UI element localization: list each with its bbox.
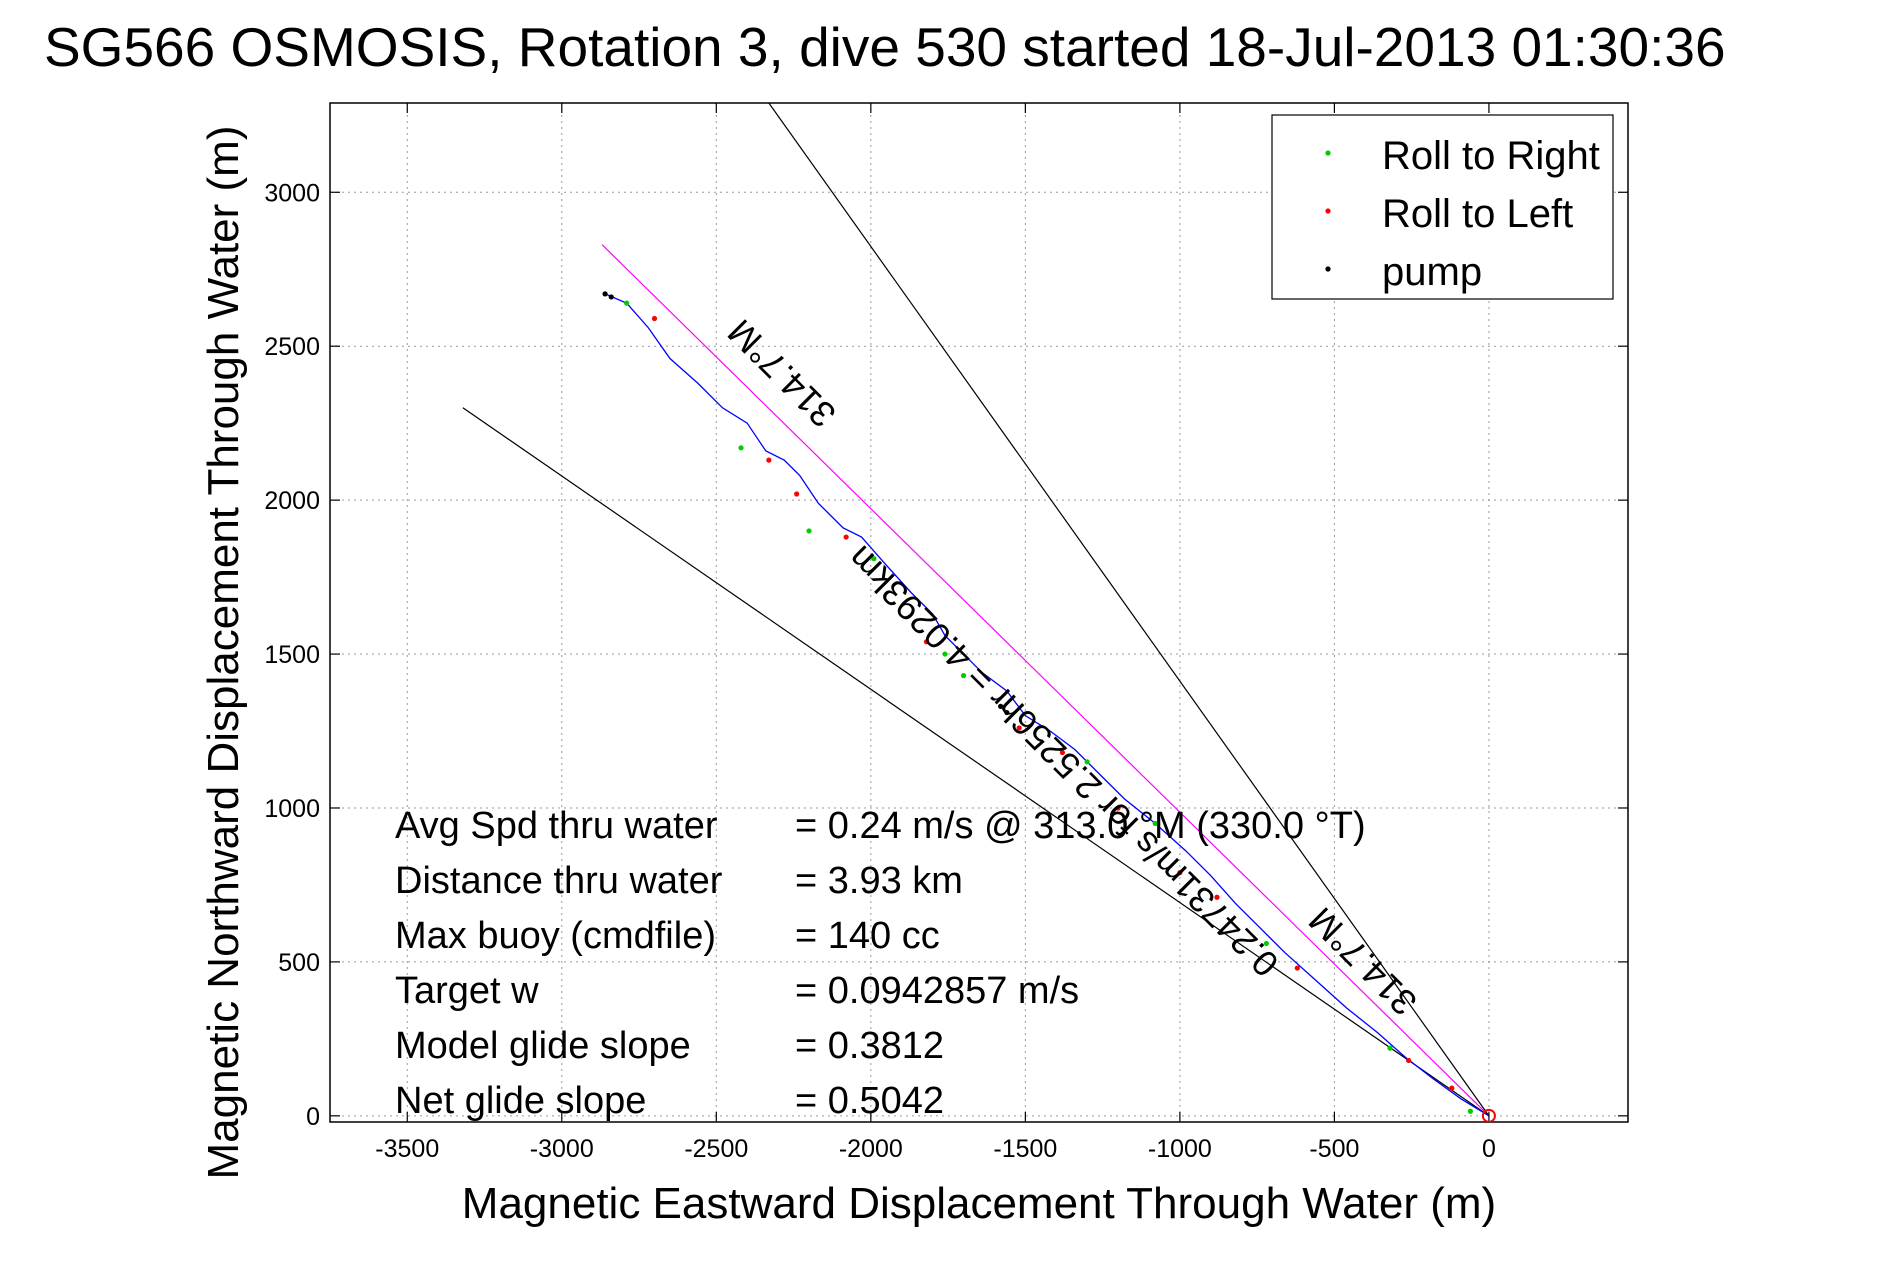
data-layer [462, 103, 1496, 1122]
roll-right-point [942, 651, 948, 657]
roll-left-point [794, 491, 800, 497]
roll-left-point [1405, 1057, 1412, 1064]
roll-left-point [1449, 1085, 1455, 1091]
pump-point [602, 291, 608, 297]
annotation-label: Net glide slope [395, 1080, 646, 1122]
annotation-value: = 0.0942857 m/s [795, 970, 1079, 1012]
legend-marker [1325, 150, 1331, 156]
chart-title: SG566 OSMOSIS, Rotation 3, dive 530 star… [44, 16, 1726, 78]
y-tick-label: 500 [278, 949, 320, 977]
reference-line-heading [601, 244, 1490, 1117]
y-axis-label: Magnetic Northward Displacement Through … [199, 126, 248, 1180]
x-axis-label: Magnetic Eastward Displacement Through W… [462, 1179, 1496, 1228]
x-tick-label: 0 [1482, 1135, 1496, 1163]
roll-right-point [871, 556, 877, 562]
x-tick-label: -3000 [530, 1135, 594, 1163]
x-tick-label: -500 [1309, 1135, 1359, 1163]
x-tick-label: -3500 [375, 1135, 439, 1163]
annotation-label: Max buoy (cmdfile) [395, 915, 716, 957]
legend-label: Roll to Right [1382, 134, 1600, 178]
roll-left-point [1016, 725, 1022, 731]
roll-right-point [738, 445, 744, 451]
y-tick-label: 0 [306, 1103, 320, 1131]
roll-left-point [843, 534, 849, 540]
legend-marker [1325, 208, 1331, 214]
reference-line-bound-upper [768, 103, 1490, 1117]
glider-track-line [604, 293, 1490, 1117]
reference-line-bound-lower [462, 407, 1490, 1117]
annotation-value: = 0.3812 [795, 1025, 944, 1067]
roll-right-point [1467, 1108, 1473, 1114]
roll-left-point [1115, 805, 1121, 811]
roll-right-point [1084, 759, 1090, 765]
roll-right-point [806, 528, 812, 534]
annotation-label: Avg Spd thru water [395, 805, 718, 847]
x-tick-label: -1500 [993, 1135, 1057, 1163]
legend: Roll to Right Roll to Left pump [1271, 114, 1614, 300]
x-tick-label: -2000 [839, 1135, 903, 1163]
annotation-value: = 140 cc [795, 915, 940, 957]
legend-label: Roll to Left [1382, 192, 1573, 236]
roll-right-point [960, 673, 967, 679]
annotation-label: Target w [395, 970, 539, 1012]
roll-left-point [1294, 965, 1300, 971]
annotation-value: = 0.24 m/s @ 313.0 °M (330.0 °T) [795, 805, 1366, 847]
roll-right-point [624, 300, 630, 306]
y-tick-label: 2000 [264, 487, 320, 515]
roll-right-point [1152, 820, 1158, 826]
y-tick-label: 1000 [264, 795, 320, 823]
x-tick-label: -2500 [684, 1135, 748, 1163]
roll-left-point [1177, 870, 1183, 876]
annotation-label: Distance thru water [395, 860, 723, 902]
x-tick-label: -1000 [1148, 1135, 1212, 1163]
pump-point [998, 703, 1004, 709]
roll-right-point [1387, 1045, 1393, 1051]
roll-left-point [923, 639, 930, 645]
annotation-value: = 0.5042 [795, 1080, 944, 1122]
legend-marker [1325, 266, 1331, 272]
y-tick-label: 1500 [264, 641, 320, 669]
pump-point [1004, 709, 1010, 716]
y-tick-label: 3000 [264, 179, 320, 207]
y-tick-label: 2500 [264, 333, 320, 361]
annotation-value: = 3.93 km [795, 860, 963, 902]
pump-point [608, 294, 614, 300]
dive-start-marker [1481, 1108, 1496, 1122]
roll-left-point [766, 457, 772, 463]
roll-right-point [1263, 940, 1270, 947]
legend-label: pump [1382, 250, 1482, 294]
roll-left-point [1214, 894, 1220, 900]
roll-left-point [1059, 749, 1066, 756]
plot-frame [329, 102, 1629, 1123]
roll-left-point [651, 315, 658, 322]
annotation-label: Model glide slope [395, 1025, 691, 1067]
